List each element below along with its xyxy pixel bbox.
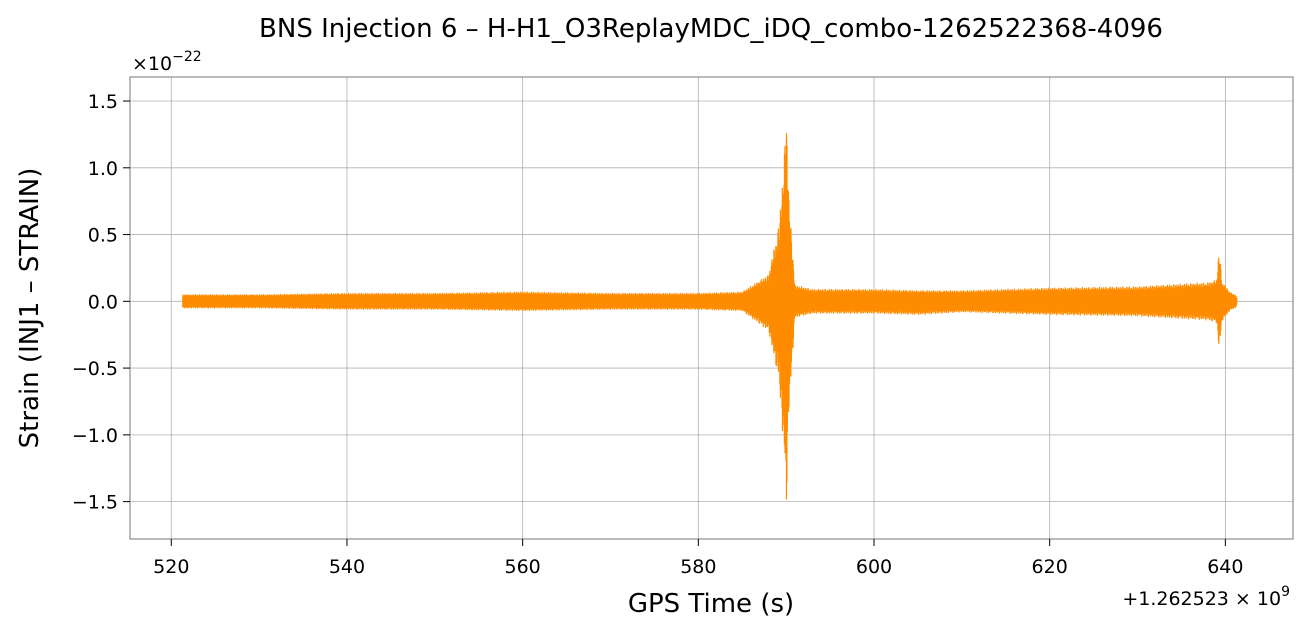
y-tick-label: 0.0 [88, 291, 118, 313]
y-axis-ticks: −1.5 −1.0 −0.5 0.0 0.5 1.0 1.5 [72, 91, 130, 514]
x-tick-label: 640 [1207, 556, 1243, 578]
x-tick-label: 540 [329, 556, 365, 578]
y-scale-multiplier: ×10−22 [132, 49, 202, 75]
series-layer [182, 133, 1238, 500]
y-tick-label: 0.5 [88, 225, 118, 247]
y-tick-label: −1.0 [72, 425, 118, 447]
x-axis-label: GPS Time (s) [628, 589, 794, 619]
strain-series-line [182, 133, 1238, 500]
y-axis-label: Strain (INJ1 – STRAIN) [15, 168, 45, 449]
x-tick-label: 560 [505, 556, 541, 578]
y-tick-label: −0.5 [72, 358, 118, 380]
y-tick-label: 1.0 [88, 158, 118, 180]
y-tick-label: 1.5 [88, 91, 118, 113]
x-axis-ticks: 520 540 560 580 600 620 640 [153, 539, 1243, 578]
chart-title: BNS Injection 6 – H-H1_O3ReplayMDC_iDQ_c… [259, 14, 1163, 44]
plot-frame [129, 76, 1294, 540]
x-tick-label: 620 [1032, 556, 1068, 578]
x-offset-label: +1.262523 × 109 [1122, 584, 1290, 610]
x-tick-label: 520 [153, 556, 189, 578]
x-tick-label: 580 [680, 556, 716, 578]
x-tick-label: 600 [856, 556, 892, 578]
y-tick-label: −1.5 [72, 492, 118, 514]
